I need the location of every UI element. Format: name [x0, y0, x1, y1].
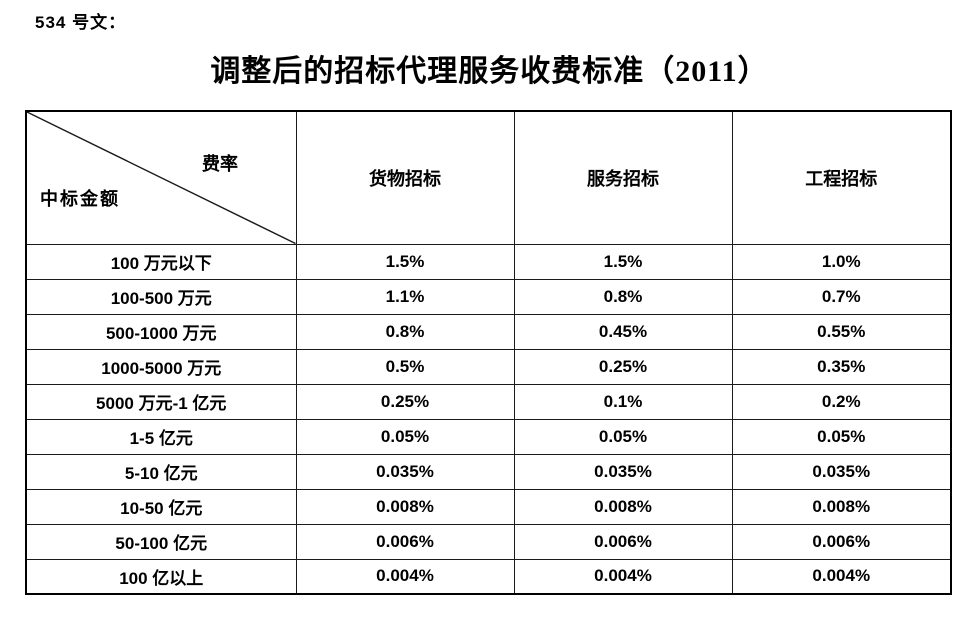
table-row: 1000-5000 万元 0.5% 0.25% 0.35%: [25, 348, 952, 385]
corner-label-fee-rate: 费率: [202, 154, 238, 174]
table-row: 500-1000 万元 0.8% 0.45% 0.55%: [25, 313, 952, 350]
fee-rate-cell: 0.008%: [731, 488, 952, 525]
fee-rate-cell: 0.006%: [513, 523, 733, 560]
fee-rate-cell: 0.2%: [731, 383, 952, 420]
fee-rate-cell: 0.55%: [731, 313, 952, 350]
fee-rate-cell: 0.8%: [295, 313, 515, 350]
fee-rate-table: 费率 中标金额 货物招标 服务招标 工程招标 100 万元以下 1.5% 1.5% 1…: [25, 110, 952, 595]
column-header-services: 服务招标: [513, 110, 733, 245]
fee-rate-cell: 0.7%: [731, 278, 952, 315]
row-label-amount-range: 1000-5000 万元: [25, 348, 297, 385]
table-row: 1-5 亿元 0.05% 0.05% 0.05%: [25, 418, 952, 455]
row-label-amount-range: 100 亿以上: [25, 558, 297, 595]
row-label-amount-range: 100 万元以下: [25, 243, 297, 280]
row-label-amount-range: 5-10 亿元: [25, 453, 297, 490]
fee-rate-cell: 0.006%: [731, 523, 952, 560]
header-row: 费率 中标金额 货物招标 服务招标 工程招标: [25, 110, 952, 245]
row-label-amount-range: 50-100 亿元: [25, 523, 297, 560]
fee-rate-cell: 0.008%: [295, 488, 515, 525]
fee-rate-cell: 0.006%: [295, 523, 515, 560]
table-row: 5000 万元-1 亿元 0.25% 0.1% 0.2%: [25, 383, 952, 420]
table-row: 10-50 亿元 0.008% 0.008% 0.008%: [25, 488, 952, 525]
table-row: 100 亿以上 0.004% 0.004% 0.004%: [25, 558, 952, 595]
fee-rate-cell: 0.035%: [295, 453, 515, 490]
fee-rate-cell: 0.25%: [295, 383, 515, 420]
corner-header-cell: 费率 中标金额: [25, 110, 297, 245]
fee-rate-cell: 0.035%: [731, 453, 952, 490]
fee-rate-cell: 1.5%: [295, 243, 515, 280]
row-label-amount-range: 1-5 亿元: [25, 418, 297, 455]
row-label-amount-range: 5000 万元-1 亿元: [25, 383, 297, 420]
doc-number-label: 534 号文：: [35, 13, 127, 32]
row-label-amount-range: 10-50 亿元: [25, 488, 297, 525]
fee-rate-cell: 0.5%: [295, 348, 515, 385]
page-title: 调整后的招标代理服务收费标准（2011）: [210, 55, 769, 88]
row-label-amount-range: 100-500 万元: [25, 278, 297, 315]
table-row: 100 万元以下 1.5% 1.5% 1.0%: [25, 243, 952, 280]
column-header-engineering: 工程招标: [731, 110, 952, 245]
fee-rate-cell: 0.35%: [731, 348, 952, 385]
corner-label-bid-amount: 中标金额: [40, 189, 120, 209]
diagonal-divider-line: [27, 112, 296, 244]
table-row: 5-10 亿元 0.035% 0.035% 0.035%: [25, 453, 952, 490]
fee-rate-cell: 0.05%: [295, 418, 515, 455]
fee-rate-cell: 0.25%: [513, 348, 733, 385]
fee-rate-cell: 0.05%: [731, 418, 952, 455]
fee-rate-cell: 1.1%: [295, 278, 515, 315]
row-label-amount-range: 500-1000 万元: [25, 313, 297, 350]
fee-rate-cell: 0.004%: [295, 558, 515, 595]
table-row: 50-100 亿元 0.006% 0.006% 0.006%: [25, 523, 952, 560]
fee-rate-cell: 0.035%: [513, 453, 733, 490]
fee-rate-cell: 0.008%: [513, 488, 733, 525]
fee-rate-cell: 0.8%: [513, 278, 733, 315]
fee-rate-cell: 0.45%: [513, 313, 733, 350]
fee-rate-cell: 0.05%: [513, 418, 733, 455]
fee-rate-cell: 1.5%: [513, 243, 733, 280]
fee-rate-cell: 0.004%: [731, 558, 952, 595]
column-header-goods: 货物招标: [295, 110, 515, 245]
fee-rate-cell: 0.004%: [513, 558, 733, 595]
fee-rate-cell: 0.1%: [513, 383, 733, 420]
table-row: 100-500 万元 1.1% 0.8% 0.7%: [25, 278, 952, 315]
fee-rate-cell: 1.0%: [731, 243, 952, 280]
